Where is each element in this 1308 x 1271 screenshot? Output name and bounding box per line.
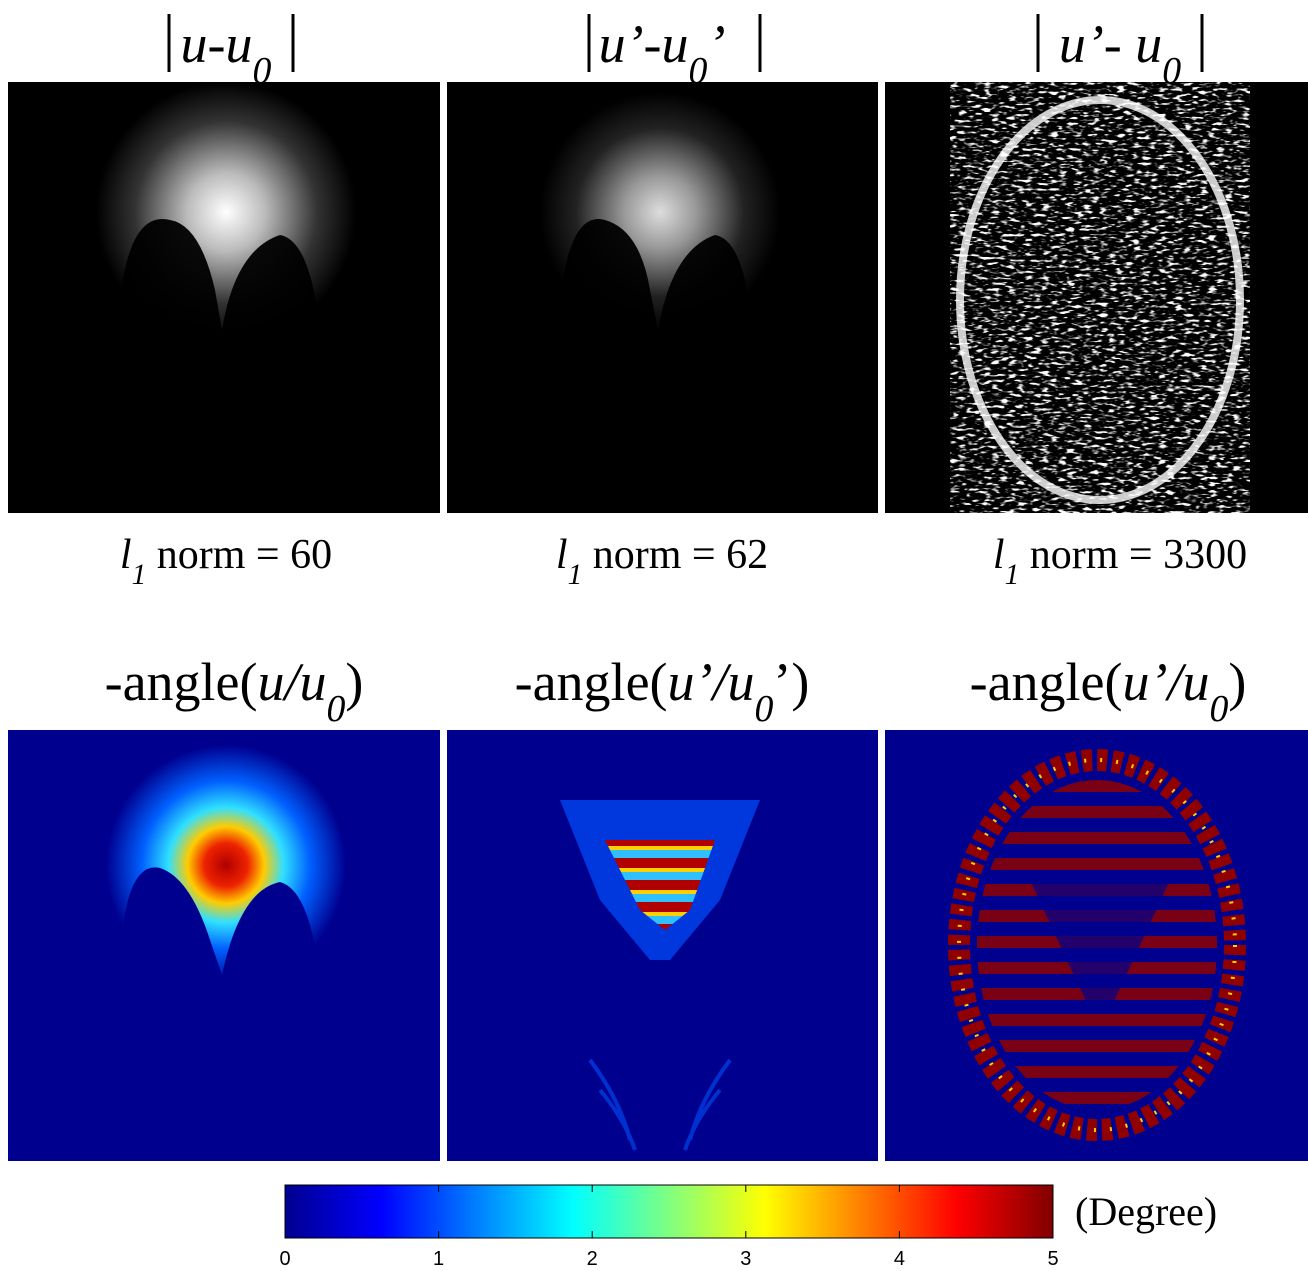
norm-label: l1 norm = 62 [556, 532, 768, 591]
panel-title-part: 0 [1210, 688, 1229, 730]
panel-title-part: 0 [689, 50, 708, 92]
panel-title-part: 0 [253, 50, 272, 92]
norm-label-part: l [120, 532, 132, 578]
panel-title-part: -angle( [515, 652, 668, 712]
panel-title-part: u’- u [1059, 14, 1162, 74]
panel-title: -angle(u’/u0) [970, 652, 1247, 730]
panel-title: u’- u0 [1059, 14, 1181, 92]
norm-label-part: 1 [1005, 559, 1020, 591]
figure: (Degree) u-u0l1 norm = 60u’-u0’l1 norm =… [0, 0, 1308, 1271]
colorbar-label: (Degree) [1075, 1189, 1217, 1234]
tick-label: 0 [279, 1248, 290, 1270]
panel-title-part: ’ [707, 14, 725, 74]
colorbar [285, 1185, 1053, 1238]
norm-label-part: norm = 62 [582, 532, 768, 578]
image-panels [8, 14, 1308, 1161]
panel-title-part: 0 [755, 688, 774, 730]
panel-title-part: 0 [1162, 50, 1181, 92]
panel-title-part: -angle( [105, 652, 258, 712]
panel-title-part: u/u [258, 652, 327, 712]
tick-label: 3 [740, 1248, 751, 1270]
tick-label: 2 [587, 1248, 598, 1270]
panel-title-part: ’) [773, 652, 809, 712]
norm-label-part: l [556, 532, 568, 578]
panel-title-part: ) [1228, 652, 1246, 712]
panel-title-part: ) [345, 652, 363, 712]
panel-title: -angle(u’/u0’) [515, 652, 810, 730]
panel-title-part: u’/u [1123, 652, 1210, 712]
panel-title-part: u’/u [668, 652, 755, 712]
panel-title-part: u-u [181, 14, 253, 74]
panel-title: u’-u0’ [599, 14, 726, 92]
tick-label: 1 [433, 1248, 444, 1270]
image-noise [950, 82, 1250, 513]
norm-label-part: norm = 3300 [1019, 532, 1247, 578]
norm-label: l1 norm = 3300 [993, 532, 1247, 591]
panel-title-part: u’-u [599, 14, 689, 74]
norm-label: l1 norm = 60 [120, 532, 332, 591]
norm-label-part: 1 [568, 559, 583, 591]
norm-label-part: l [993, 532, 1005, 578]
panel-title-part: 0 [327, 688, 346, 730]
panel-title: u-u0 [181, 14, 272, 92]
panel-title-part: -angle( [970, 652, 1123, 712]
tick-label: 4 [894, 1248, 905, 1270]
panel-title: -angle(u/u0) [105, 652, 364, 730]
tick-label: 5 [1047, 1248, 1058, 1270]
norm-label-part: 1 [132, 559, 147, 591]
norm-label-part: norm = 60 [146, 532, 332, 578]
